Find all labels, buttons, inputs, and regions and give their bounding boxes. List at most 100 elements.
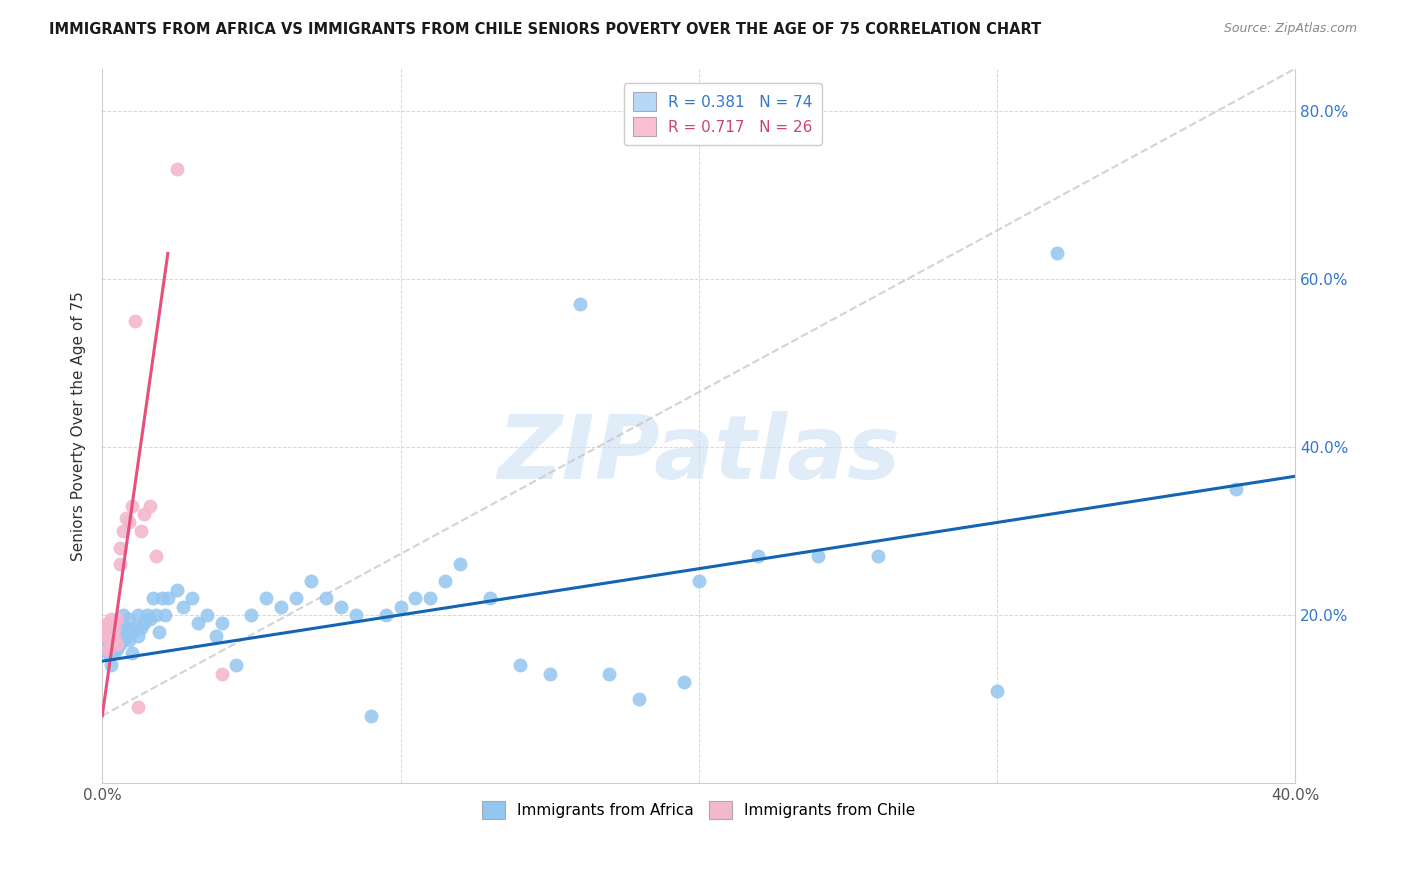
Text: IMMIGRANTS FROM AFRICA VS IMMIGRANTS FROM CHILE SENIORS POVERTY OVER THE AGE OF : IMMIGRANTS FROM AFRICA VS IMMIGRANTS FRO… xyxy=(49,22,1042,37)
Point xyxy=(115,629,138,643)
Point xyxy=(479,591,502,606)
Point xyxy=(187,616,209,631)
Point xyxy=(108,624,131,639)
Point xyxy=(97,629,120,643)
Point xyxy=(118,612,141,626)
Point xyxy=(672,675,695,690)
Point xyxy=(94,629,117,643)
Point xyxy=(156,591,179,606)
Point xyxy=(150,591,173,606)
Point xyxy=(108,616,131,631)
Point xyxy=(94,621,117,635)
Point xyxy=(389,599,412,614)
Point xyxy=(103,621,125,635)
Point xyxy=(449,558,471,572)
Point xyxy=(434,574,457,589)
Point xyxy=(112,621,135,635)
Point xyxy=(139,612,162,626)
Point xyxy=(315,591,337,606)
Point xyxy=(211,616,233,631)
Point xyxy=(195,607,218,622)
Point xyxy=(100,612,122,626)
Point xyxy=(1046,246,1069,260)
Point xyxy=(103,633,125,648)
Point xyxy=(225,658,247,673)
Point xyxy=(118,633,141,648)
Point xyxy=(97,641,120,656)
Point xyxy=(986,683,1008,698)
Point xyxy=(115,621,138,635)
Point xyxy=(105,641,128,656)
Point xyxy=(240,607,263,622)
Point xyxy=(360,708,382,723)
Point xyxy=(270,599,292,614)
Point xyxy=(100,641,122,656)
Point xyxy=(129,621,152,635)
Point xyxy=(124,314,146,328)
Point xyxy=(172,599,194,614)
Point xyxy=(509,658,531,673)
Point xyxy=(112,633,135,648)
Point xyxy=(254,591,277,606)
Point xyxy=(100,624,122,639)
Point xyxy=(97,633,120,648)
Point xyxy=(127,629,149,643)
Point xyxy=(139,499,162,513)
Point xyxy=(97,624,120,639)
Point xyxy=(148,624,170,639)
Point xyxy=(145,607,167,622)
Point xyxy=(112,524,135,538)
Point xyxy=(404,591,426,606)
Point xyxy=(108,558,131,572)
Point xyxy=(108,541,131,555)
Point xyxy=(105,612,128,626)
Point xyxy=(121,624,143,639)
Point xyxy=(121,499,143,513)
Point xyxy=(103,621,125,635)
Point xyxy=(118,516,141,530)
Point xyxy=(538,666,561,681)
Point xyxy=(132,616,155,631)
Point xyxy=(103,646,125,660)
Point xyxy=(285,591,308,606)
Point xyxy=(121,646,143,660)
Point xyxy=(211,666,233,681)
Point xyxy=(166,582,188,597)
Legend: Immigrants from Africa, Immigrants from Chile: Immigrants from Africa, Immigrants from … xyxy=(477,795,922,825)
Point xyxy=(747,549,769,563)
Point xyxy=(299,574,322,589)
Point xyxy=(103,629,125,643)
Point xyxy=(105,637,128,651)
Point xyxy=(124,621,146,635)
Point xyxy=(166,162,188,177)
Point xyxy=(374,607,396,622)
Point xyxy=(97,646,120,660)
Point xyxy=(145,549,167,563)
Point xyxy=(127,607,149,622)
Point xyxy=(204,629,226,643)
Text: Source: ZipAtlas.com: Source: ZipAtlas.com xyxy=(1223,22,1357,36)
Point xyxy=(105,624,128,639)
Point xyxy=(568,297,591,311)
Point xyxy=(329,599,352,614)
Point xyxy=(628,692,651,706)
Point xyxy=(344,607,367,622)
Point xyxy=(132,507,155,521)
Point xyxy=(688,574,710,589)
Y-axis label: Seniors Poverty Over the Age of 75: Seniors Poverty Over the Age of 75 xyxy=(72,291,86,561)
Point xyxy=(100,658,122,673)
Point xyxy=(94,637,117,651)
Text: ZIPatlas: ZIPatlas xyxy=(498,411,900,498)
Point xyxy=(136,607,159,622)
Point xyxy=(97,616,120,631)
Point xyxy=(112,607,135,622)
Point xyxy=(180,591,202,606)
Point xyxy=(115,511,138,525)
Point xyxy=(100,629,122,643)
Point xyxy=(100,637,122,651)
Point xyxy=(598,666,620,681)
Point xyxy=(153,607,176,622)
Point xyxy=(127,700,149,714)
Point xyxy=(807,549,830,563)
Point xyxy=(419,591,441,606)
